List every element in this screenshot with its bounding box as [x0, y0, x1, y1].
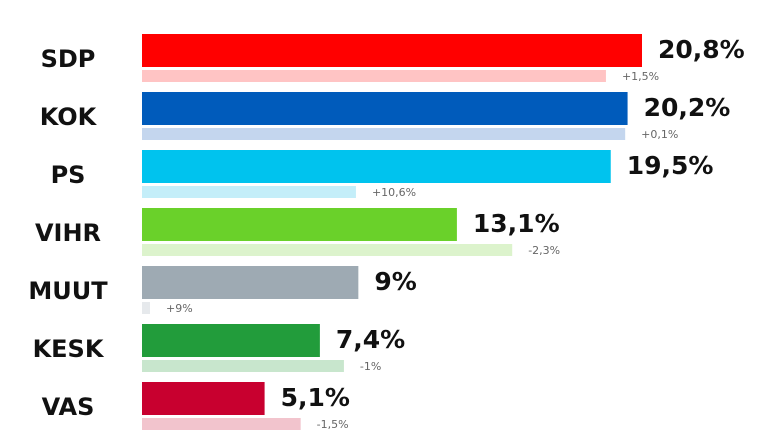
change-label: -1% [360, 360, 381, 373]
previous-bar [142, 360, 344, 372]
value-label: 13,1% [473, 209, 560, 238]
previous-bar [142, 418, 301, 430]
category-label: KESK [33, 335, 105, 363]
previous-bar [142, 186, 356, 198]
category-label: PS [51, 161, 86, 189]
previous-bar [142, 302, 150, 314]
change-label: +1,5% [622, 70, 659, 83]
change-label: +0,1% [641, 128, 678, 141]
change-label: -1,5% [317, 418, 349, 431]
bar [142, 266, 359, 299]
bar [142, 208, 457, 241]
bar [142, 34, 642, 67]
previous-bar [142, 244, 513, 256]
value-label: 19,5% [627, 151, 714, 180]
change-label: +10,6% [372, 186, 416, 199]
previous-bar [142, 70, 606, 82]
bar [142, 92, 628, 125]
value-label: 9% [374, 267, 416, 296]
value-label: 20,2% [644, 93, 731, 122]
category-label: MUUT [28, 277, 108, 305]
category-label: VAS [42, 393, 95, 421]
value-label: 7,4% [336, 325, 405, 354]
category-label: VIHR [35, 219, 101, 247]
category-label: SDP [41, 45, 96, 73]
bar [142, 382, 265, 415]
change-label: -2,3% [528, 244, 560, 257]
bar [142, 150, 611, 183]
category-label: KOK [40, 103, 98, 131]
value-label: 5,1% [281, 383, 350, 412]
value-label: 20,8% [658, 35, 745, 64]
previous-bar [142, 128, 626, 140]
bar [142, 324, 320, 357]
change-label: +9% [166, 302, 193, 315]
